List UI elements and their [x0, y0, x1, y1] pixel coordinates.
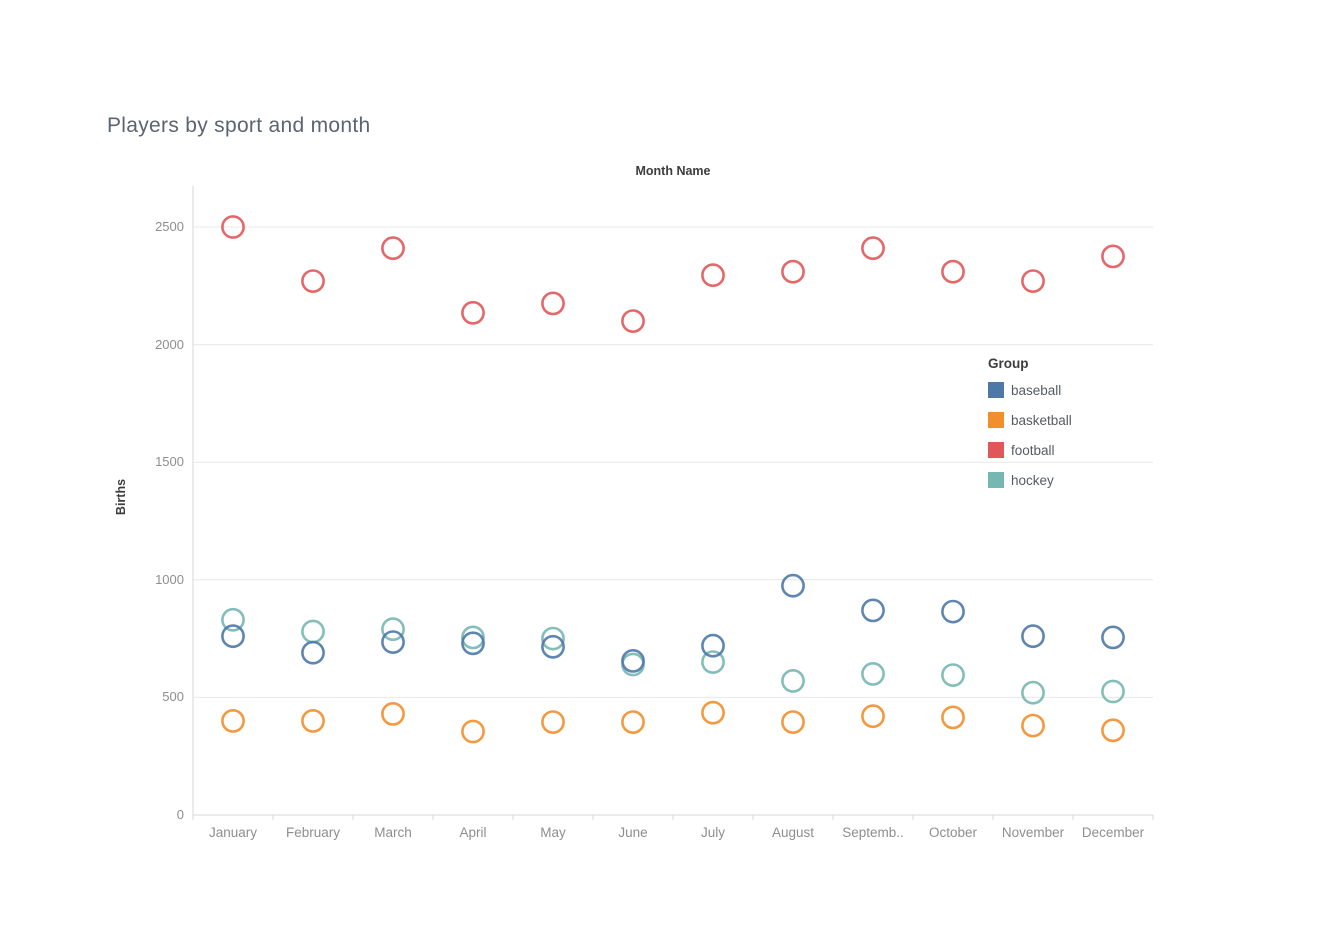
legend-title: Group: [988, 356, 1029, 371]
mark-basketball-july[interactable]: [701, 700, 725, 725]
mark-football-february[interactable]: [301, 269, 325, 294]
mark-baseball-july[interactable]: [701, 633, 725, 658]
x-tick-label-july[interactable]: July: [700, 825, 725, 840]
x-tick-label-january[interactable]: January: [208, 825, 258, 840]
x-tick-label-april[interactable]: April: [459, 825, 487, 840]
mark-basketball-march[interactable]: [381, 702, 405, 726]
football-swatch: [988, 442, 1004, 458]
mark-football-september[interactable]: [861, 236, 885, 261]
mark-baseball-march[interactable]: [381, 630, 405, 655]
mark-baseball-january[interactable]: [221, 624, 245, 649]
mark-hockey-december[interactable]: [1101, 679, 1125, 704]
legend-item-basketball[interactable]: basketball: [988, 412, 1072, 428]
basketball-swatch: [988, 412, 1004, 428]
mark-football-january[interactable]: [221, 215, 245, 239]
x-tick-label-october[interactable]: October: [928, 825, 978, 840]
x-tick-label-june[interactable]: June: [618, 825, 648, 840]
y-tick-label-1000: 1000: [155, 571, 184, 587]
legend-label-football: football: [1011, 442, 1055, 458]
y-tick-label-1500: 1500: [155, 454, 184, 470]
mark-football-april[interactable]: [461, 300, 485, 325]
mark-hockey-march[interactable]: [381, 617, 405, 642]
legend-label-baseball: baseball: [1011, 382, 1062, 398]
mark-baseball-september[interactable]: [861, 598, 885, 623]
mark-basketball-august[interactable]: [781, 710, 805, 735]
legend-item-hockey[interactable]: hockey: [988, 472, 1072, 488]
mark-football-august[interactable]: [781, 259, 805, 284]
chart-title: Players by sport and month: [107, 114, 371, 137]
mark-baseball-february[interactable]: [301, 640, 325, 665]
legend-label-basketball: basketball: [1011, 412, 1072, 428]
mark-hockey-july[interactable]: [701, 650, 725, 675]
mark-baseball-december[interactable]: [1101, 625, 1125, 650]
mark-football-december[interactable]: [1101, 244, 1125, 269]
mark-basketball-may[interactable]: [541, 710, 565, 735]
mark-baseball-october[interactable]: [941, 599, 965, 624]
x-tick-label-december[interactable]: December: [1081, 825, 1145, 840]
y-tick-label-2500: 2500: [155, 219, 184, 234]
mark-basketball-october[interactable]: [941, 705, 965, 730]
x-tick-label-may[interactable]: May: [540, 825, 566, 840]
mark-basketball-december[interactable]: [1101, 718, 1125, 743]
mark-hockey-april[interactable]: [461, 625, 485, 650]
legend-item-baseball[interactable]: baseball: [988, 382, 1072, 398]
x-tick-label-november[interactable]: November: [1001, 825, 1065, 840]
mark-hockey-february[interactable]: [301, 619, 325, 644]
mark-basketball-september[interactable]: [861, 704, 885, 729]
mark-hockey-january[interactable]: [221, 607, 245, 632]
x-tick-label-february[interactable]: February: [285, 825, 341, 840]
mark-football-october[interactable]: [941, 259, 965, 284]
mark-football-march[interactable]: [381, 236, 405, 261]
mark-baseball-november[interactable]: [1021, 624, 1045, 649]
x-tick-label-march[interactable]: March: [374, 825, 412, 840]
x-tick-label-september[interactable]: Septemb..: [842, 825, 904, 840]
hockey-swatch: [988, 472, 1004, 488]
mark-hockey-october[interactable]: [941, 663, 965, 688]
y-tick-label-2000: 2000: [155, 336, 184, 352]
mark-baseball-august[interactable]: [781, 573, 805, 598]
mark-football-june[interactable]: [621, 309, 645, 334]
x-tick-label-august[interactable]: August: [771, 825, 815, 840]
mark-hockey-september[interactable]: [861, 662, 885, 686]
legend-item-football[interactable]: football: [988, 442, 1072, 458]
mark-hockey-august[interactable]: [781, 669, 805, 693]
legend: Group baseball basketball football hockey: [988, 356, 1072, 502]
mark-football-may[interactable]: [541, 291, 565, 316]
mark-basketball-april[interactable]: [461, 719, 485, 744]
mark-hockey-may[interactable]: [541, 626, 565, 651]
y-tick-label-500: 500: [162, 689, 184, 705]
mark-football-july[interactable]: [701, 263, 725, 288]
mark-basketball-june[interactable]: [621, 710, 645, 735]
mark-baseball-june[interactable]: [621, 649, 645, 673]
baseball-swatch: [988, 382, 1004, 398]
mark-basketball-january[interactable]: [221, 709, 245, 733]
mark-football-november[interactable]: [1021, 269, 1045, 294]
mark-basketball-february[interactable]: [301, 709, 325, 733]
y-tick-label-0: 0: [176, 807, 184, 822]
legend-label-hockey: hockey: [1011, 472, 1054, 488]
mark-baseball-april[interactable]: [461, 631, 485, 656]
mark-basketball-november[interactable]: [1021, 713, 1045, 738]
mark-baseball-may[interactable]: [541, 634, 565, 659]
mark-hockey-november[interactable]: [1021, 680, 1045, 705]
x-axis-title: Month Name: [635, 164, 711, 178]
